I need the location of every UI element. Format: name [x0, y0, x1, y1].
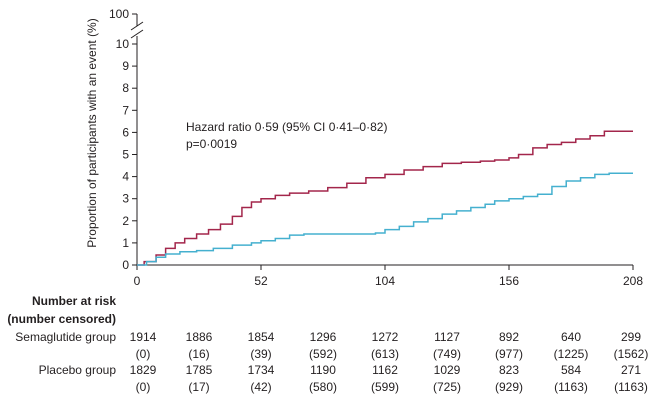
risk-censored-value: (0)	[136, 347, 151, 361]
risk-at-risk-value: 640	[561, 330, 581, 344]
y-tick-label: 7	[122, 103, 129, 117]
x-tick-label: 52	[254, 274, 268, 288]
risk-at-risk-value: 271	[621, 363, 641, 377]
risk-censored-value: (592)	[309, 347, 337, 361]
risk-censored-value: (929)	[495, 380, 523, 394]
x-tick-label: 104	[375, 274, 395, 288]
risk-at-risk-value: 1914	[130, 330, 157, 344]
risk-censored-value: (39)	[250, 347, 271, 361]
risk-at-risk-value: 1785	[186, 363, 213, 377]
risk-row-label: Semaglutide group	[15, 330, 116, 344]
y-tick-label: 4	[122, 170, 129, 184]
y-tick-label: 0	[122, 258, 129, 272]
risk-at-risk-value: 1272	[372, 330, 399, 344]
risk-censored-value: (1163)	[614, 380, 648, 394]
risk-at-risk-value: 1162	[372, 363, 398, 377]
x-tick-label: 156	[499, 274, 519, 288]
hazard-ratio-annotation: Hazard ratio 0·59 (95% CI 0·41–0·82)	[186, 120, 387, 134]
y-tick-label: 1	[122, 236, 129, 250]
risk-at-risk-value: 1734	[248, 363, 275, 377]
risk-table-subtitle: (number censored)	[7, 312, 116, 326]
y-tick-label: 3	[122, 192, 129, 206]
risk-censored-value: (0)	[136, 380, 151, 394]
risk-at-risk-value: 1829	[130, 363, 157, 377]
y-tick-label: 10	[116, 37, 130, 51]
risk-table: Number at risk (number censored) Semaglu…	[7, 294, 648, 394]
y-axis-label: Proportion of participants with an event…	[85, 18, 99, 247]
risk-at-risk-value: 1886	[186, 330, 213, 344]
risk-censored-value: (17)	[188, 380, 209, 394]
y-tick-label: 100	[109, 7, 129, 21]
y-tick-label: 8	[122, 81, 129, 95]
risk-censored-value: (42)	[250, 380, 271, 394]
series-lines	[137, 130, 633, 266]
risk-censored-value: (749)	[433, 347, 461, 361]
risk-at-risk-value: 1854	[248, 330, 275, 344]
series-line-semaglutide-group	[137, 172, 633, 266]
risk-censored-value: (1163)	[554, 380, 588, 394]
risk-censored-value: (613)	[371, 347, 399, 361]
risk-at-risk-value: 1029	[434, 363, 461, 377]
risk-at-risk-value: 299	[621, 330, 641, 344]
risk-censored-value: (1225)	[554, 347, 589, 361]
risk-censored-value: (1562)	[614, 347, 649, 361]
x-tick-label: 0	[134, 274, 141, 288]
axis-break-mark	[130, 21, 144, 31]
risk-censored-value: (580)	[309, 380, 337, 394]
y-tick-label: 9	[122, 59, 129, 73]
y-tick-label: 6	[122, 125, 129, 139]
y-tick-label: 5	[122, 148, 129, 162]
x-tick-label: 208	[623, 274, 643, 288]
risk-censored-value: (725)	[433, 380, 461, 394]
risk-at-risk-value: 892	[499, 330, 519, 344]
risk-row-label: Placebo group	[39, 363, 117, 377]
risk-at-risk-value: 1127	[434, 330, 460, 344]
p-value-annotation: p=0·0019	[186, 137, 237, 151]
y-tick-label: 2	[122, 214, 129, 228]
risk-at-risk-value: 823	[499, 363, 519, 377]
series-line-placebo-group	[137, 130, 633, 266]
risk-table-title: Number at risk	[32, 294, 116, 308]
risk-at-risk-value: 1190	[310, 363, 336, 377]
risk-at-risk-value: 1296	[310, 330, 337, 344]
risk-censored-value: (599)	[371, 380, 399, 394]
axis-break-mark	[130, 29, 144, 39]
risk-at-risk-value: 584	[561, 363, 581, 377]
risk-censored-value: (977)	[495, 347, 523, 361]
risk-censored-value: (16)	[188, 347, 209, 361]
